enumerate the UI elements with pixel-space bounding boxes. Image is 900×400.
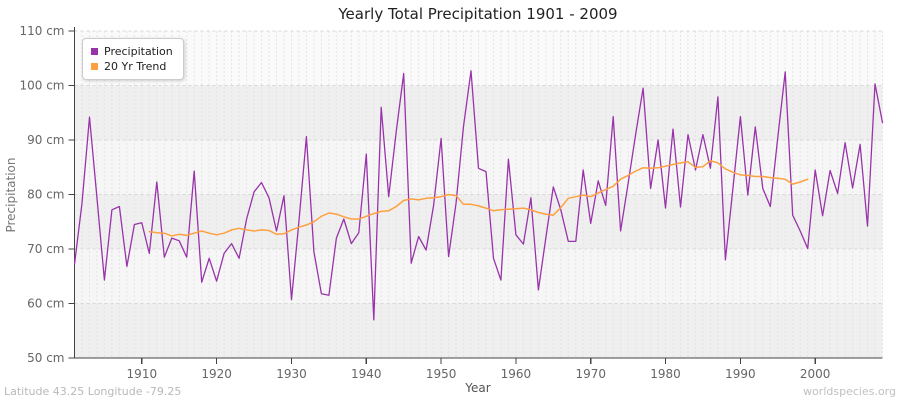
trend-line bbox=[148, 159, 809, 237]
y-tick-label: 70 cm bbox=[27, 242, 64, 256]
y-tick-label: 50 cm bbox=[27, 351, 64, 365]
y-axis-ticks: 110 cm 100 cm 90 cm 80 cm 70 cm 60 cm 50 cm bbox=[19, 24, 75, 365]
x-tick-label: 1920 bbox=[201, 367, 232, 381]
axis-spines bbox=[73, 27, 883, 359]
x-axis-ticks: 1910 1920 1930 1940 1950 1960 1970 1980 1990 2000 bbox=[127, 358, 831, 381]
x-tick-label: 1910 bbox=[127, 367, 158, 381]
y-axis-label: Precipitation bbox=[4, 157, 18, 233]
x-axis-label: Year bbox=[465, 381, 491, 395]
coordinates-text: Latitude 43.25 Longitude -79.25 bbox=[4, 385, 182, 398]
x-tick-label: 2000 bbox=[800, 367, 831, 381]
chart-title: Yearly Total Precipitation 1901 - 2009 bbox=[338, 5, 618, 23]
y-tick-label: 60 cm bbox=[27, 297, 64, 311]
legend-label: 20 Yr Trend bbox=[104, 60, 167, 73]
precipitation-line bbox=[73, 70, 884, 321]
y-tick-label: 110 cm bbox=[19, 24, 64, 38]
y-tick-label: 100 cm bbox=[19, 79, 64, 93]
precipitation-swatch-icon bbox=[91, 48, 98, 55]
x-tick-label: 1950 bbox=[426, 367, 457, 381]
legend-item-precipitation: Precipitation bbox=[91, 44, 173, 59]
legend-label: Precipitation bbox=[104, 45, 173, 58]
x-tick-label: 1960 bbox=[501, 367, 532, 381]
x-tick-label: 1990 bbox=[725, 367, 756, 381]
legend: Precipitation 20 Yr Trend bbox=[82, 38, 184, 80]
y-tick-label: 90 cm bbox=[27, 133, 64, 147]
x-tick-label: 1970 bbox=[575, 367, 606, 381]
trend-swatch-icon bbox=[91, 63, 98, 70]
y-tick-label: 80 cm bbox=[27, 188, 64, 202]
legend-item-trend: 20 Yr Trend bbox=[91, 59, 173, 74]
x-tick-label: 1940 bbox=[351, 367, 382, 381]
x-tick-label: 1930 bbox=[276, 367, 307, 381]
watermark-text: worldspecies.org bbox=[803, 385, 896, 398]
x-tick-label: 1980 bbox=[650, 367, 681, 381]
